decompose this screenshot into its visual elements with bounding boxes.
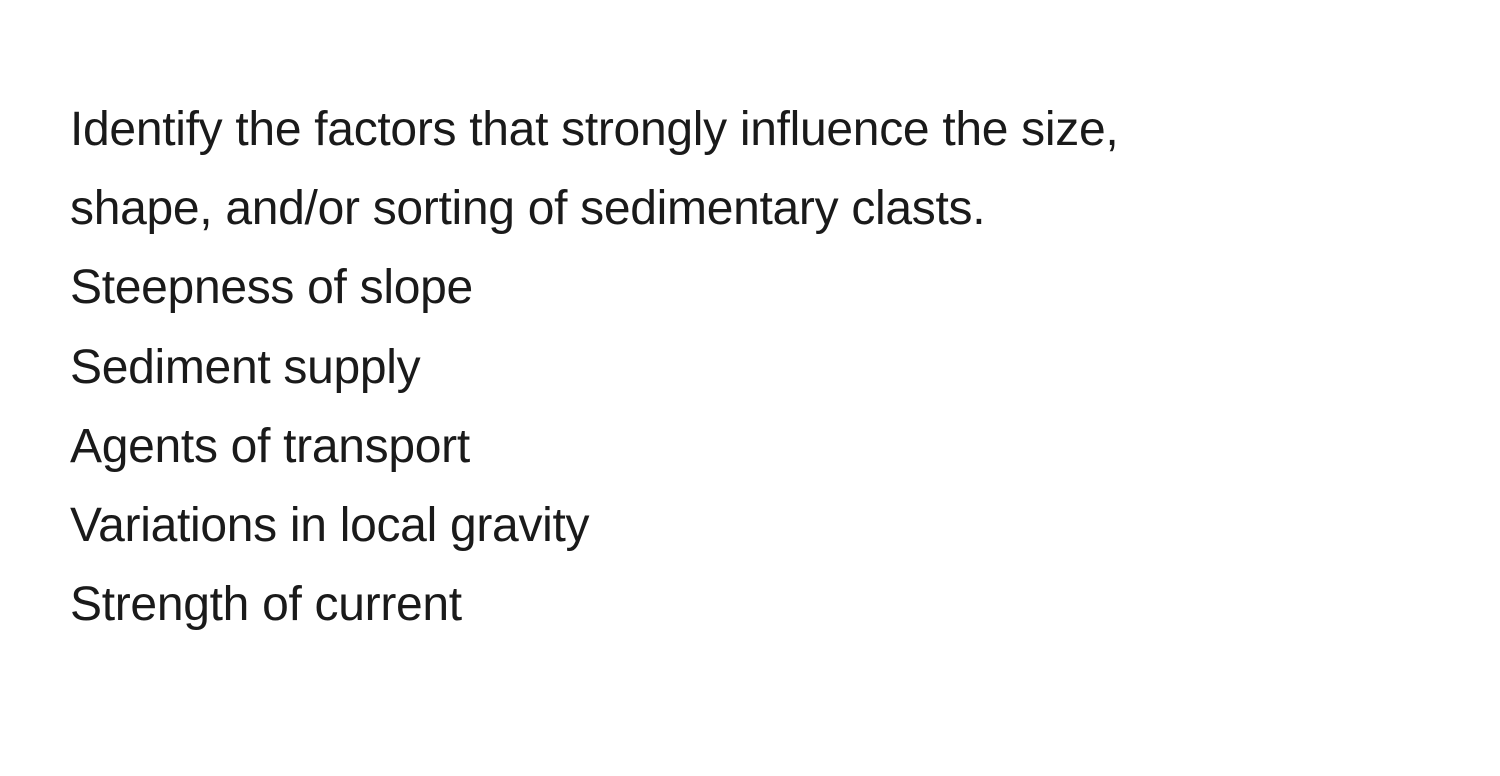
option-item: Agents of transport: [70, 407, 1430, 486]
question-text-line-1: Identify the factors that strongly influ…: [70, 90, 1430, 169]
option-item: Steepness of slope: [70, 248, 1430, 327]
option-item: Strength of current: [70, 565, 1430, 644]
option-item: Sediment supply: [70, 328, 1430, 407]
option-item: Variations in local gravity: [70, 486, 1430, 565]
question-block: Identify the factors that strongly influ…: [70, 90, 1430, 644]
question-text-line-2: shape, and/or sorting of sedimentary cla…: [70, 169, 1430, 248]
